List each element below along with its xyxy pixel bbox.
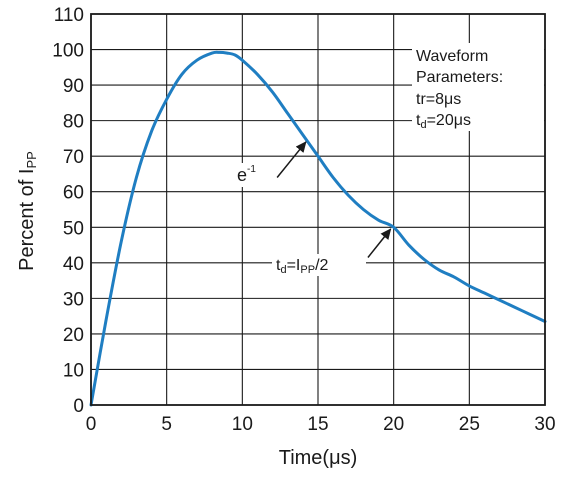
params-line-parameters: Parameters: <box>416 69 503 86</box>
td-subscript: d <box>420 119 426 131</box>
annotation-td-eq-i: =I <box>287 257 301 274</box>
y-tick-label: 90 <box>63 76 84 97</box>
y-tick-label: 60 <box>63 183 84 204</box>
x-tick-label: 30 <box>534 414 555 435</box>
td-value: =20μs <box>427 112 471 129</box>
y-tick-label: 30 <box>63 289 84 310</box>
x-tick-label: 20 <box>383 414 404 435</box>
y-tick-label: 20 <box>63 325 84 346</box>
tr-prefix: tr= <box>416 91 435 108</box>
y-tick-label: 110 <box>54 5 84 26</box>
annotation-e-label: e-1 <box>237 164 256 185</box>
parameters-box-background <box>412 43 544 131</box>
y-tick-label: 80 <box>63 112 84 133</box>
params-line-tr: tr=8μs <box>416 91 461 108</box>
annotation-e-main: e <box>237 165 247 185</box>
td-prefix: t <box>416 112 421 129</box>
x-tick-label: 10 <box>232 414 253 435</box>
annotation-td-sub-d: d <box>280 264 286 276</box>
annotation-e-superscript: -1 <box>247 164 256 175</box>
tick-labels: 0 10 20 30 40 50 60 70 80 90 100 110 0 5 10 15 20 25 30 <box>52 5 555 435</box>
y-axis-title-main: Percent of I <box>16 169 38 271</box>
plot-frame <box>90 13 546 406</box>
annotation-td-arrow <box>367 228 392 258</box>
x-tick-label: 0 <box>86 414 97 435</box>
annotation-td-sub-pp: PP <box>300 264 315 276</box>
annotation-td-label: td=IPP/2 <box>276 257 329 276</box>
y-tick-label: 50 <box>63 218 84 239</box>
tr-value: 8μs <box>435 91 461 108</box>
x-axis-title: Time(μs) <box>279 447 358 469</box>
annotation-e-arrow <box>276 141 307 178</box>
annotation-td-t: t <box>276 257 281 274</box>
y-axis-title-subscript: PP <box>24 151 39 168</box>
annotation-e-background <box>233 163 269 187</box>
y-tick-label: 0 <box>73 396 84 417</box>
y-tick-label: 40 <box>63 254 84 275</box>
y-tick-label: 10 <box>63 360 84 381</box>
x-tick-label: 5 <box>161 414 172 435</box>
annotation-td-half: /2 <box>315 257 328 274</box>
series-line <box>89 50 547 407</box>
annotation-td-background <box>272 254 366 276</box>
y-axis-title: Percent of IPP <box>16 151 39 271</box>
y-tick-label: 100 <box>52 41 84 62</box>
x-tick-label: 25 <box>459 414 480 435</box>
y-tick-label: 70 <box>63 147 84 168</box>
params-line-td: td=20μs <box>416 112 471 131</box>
params-line-waveform: Waveform <box>416 48 488 65</box>
x-tick-label: 15 <box>307 414 328 435</box>
